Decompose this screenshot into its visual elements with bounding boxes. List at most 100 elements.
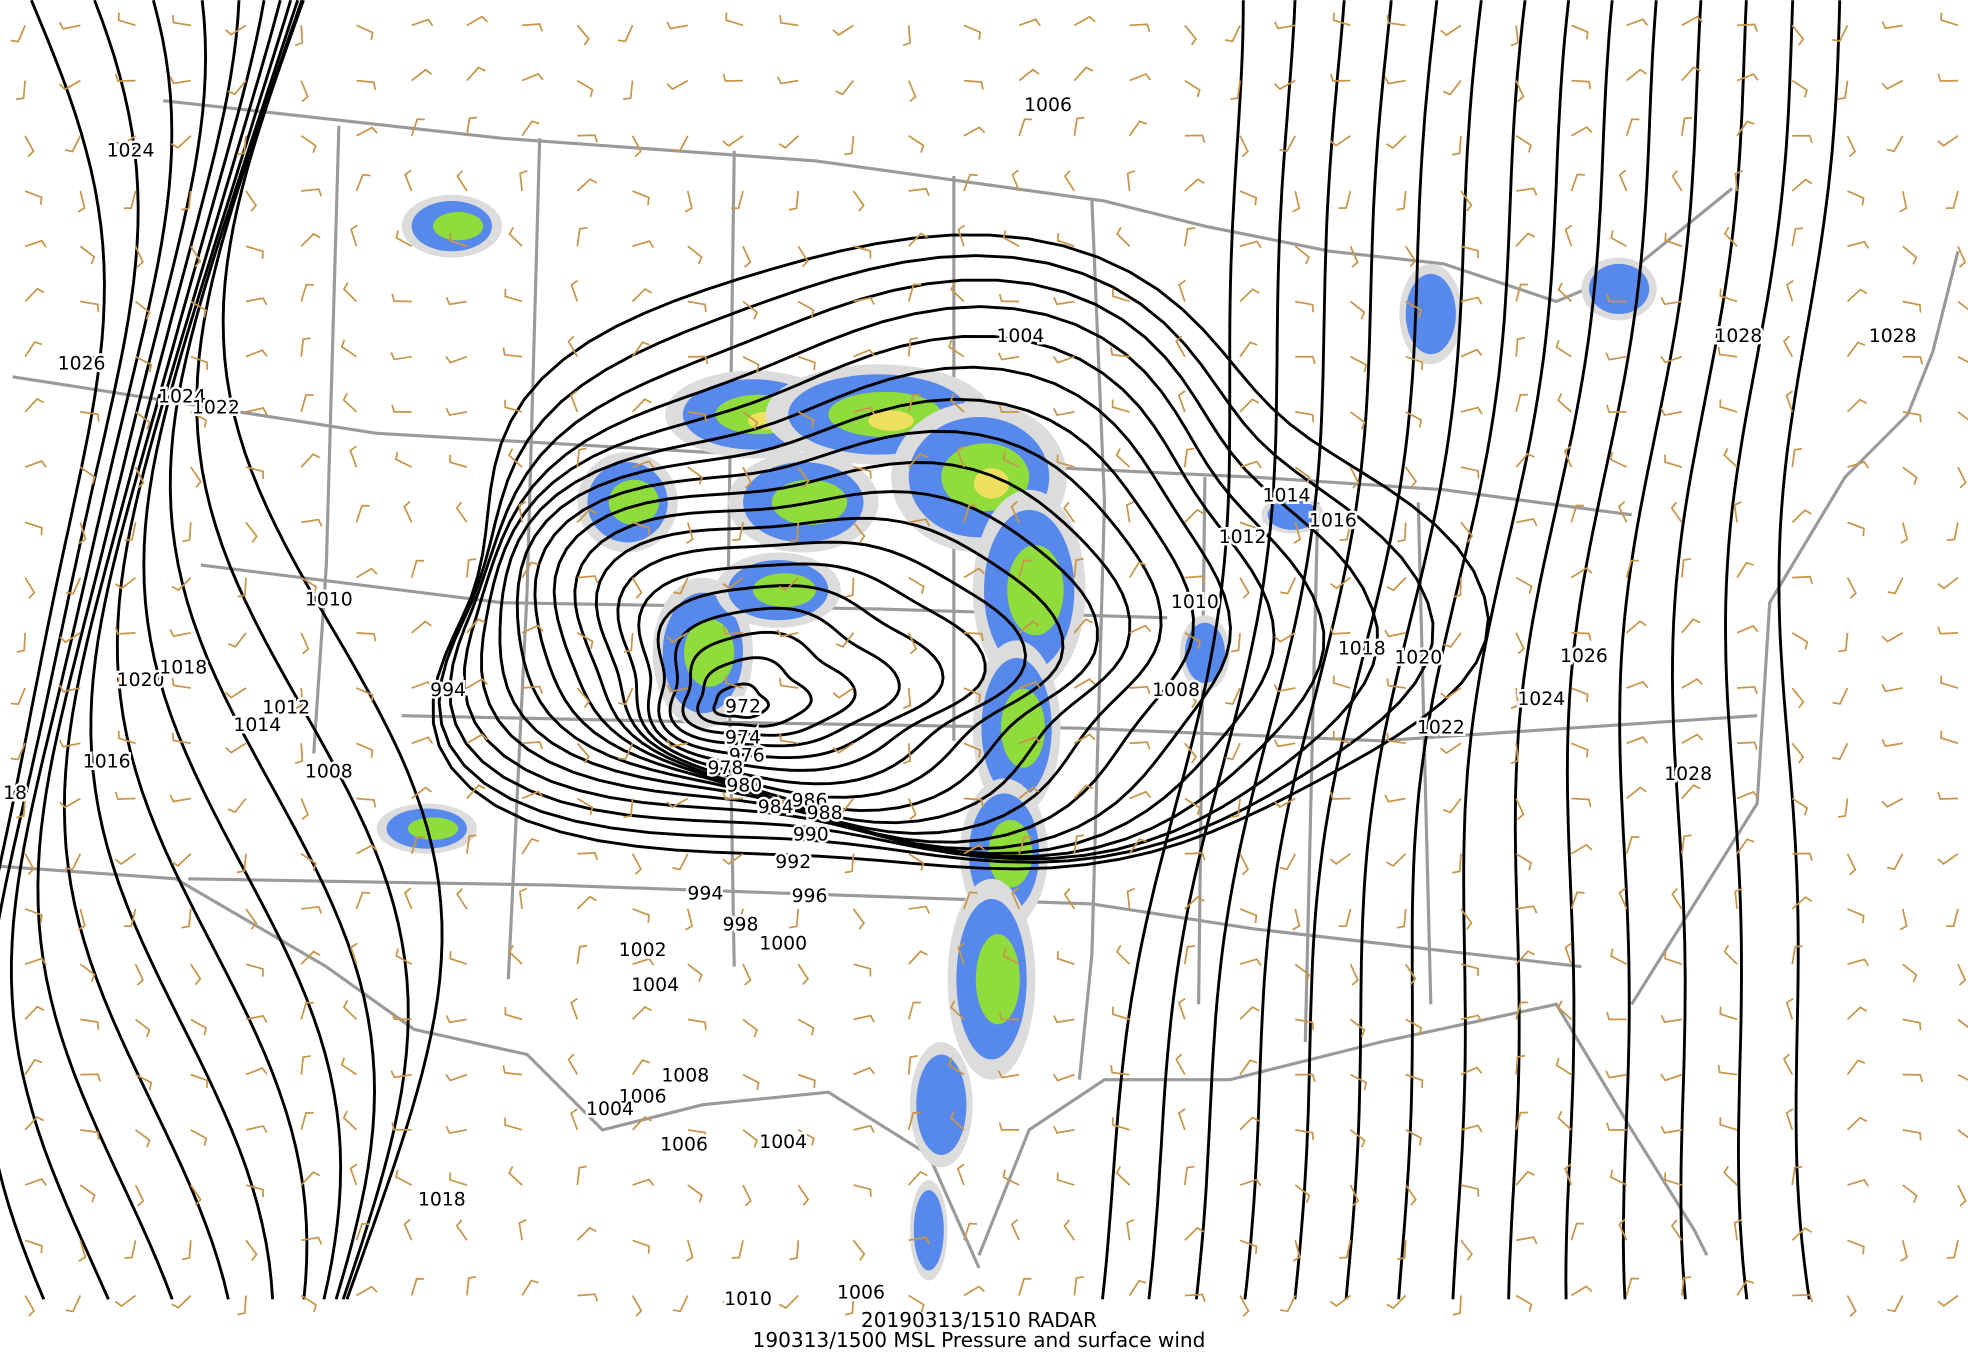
wind-barb [1737,23,1758,32]
wind-barb [356,742,374,758]
wind-barb [1946,1240,1959,1259]
wind-barb [1837,80,1849,100]
wind-barb [1129,624,1152,634]
wind-barb [169,629,191,638]
wind-barb [1460,963,1480,977]
wind-barb [1515,950,1536,965]
wind-barb [1902,963,1918,983]
wind-barb [115,576,137,590]
isobar-label: 1022 [192,398,240,419]
wind-barb [114,853,137,866]
wind-barb [1660,1125,1682,1134]
isobar-label: 974 [725,728,761,749]
isobar-label: 18 [3,783,27,804]
isobar-label: 1000 [759,934,807,955]
wind-barb [1937,626,1959,635]
wind-barb [666,79,689,91]
wind-barb [1056,951,1075,965]
wind-barb [181,908,192,929]
wind-barb [123,190,137,210]
wind-barb [300,1171,321,1186]
wind-barb [1018,559,1032,578]
wind-barb [1736,790,1759,800]
wind-barb [16,632,26,653]
wind-barb [1887,1295,1904,1313]
wind-barb [908,135,925,153]
wind-barb [998,1122,1020,1131]
wind-barb [456,888,468,910]
wind-barb [1792,852,1813,861]
wind-barb [576,508,597,523]
wind-barb [1957,411,1968,421]
wind-barb [907,80,917,103]
wind-barb [1510,25,1519,47]
wind-barb [24,190,43,205]
wind-barb [1339,522,1352,541]
wind-barb [797,300,815,318]
wind-barb [577,851,599,861]
wind-barb [687,963,703,983]
wind-barb [778,1294,799,1310]
wind-barb [123,908,137,928]
wind-barb [24,340,43,358]
wind-barb [1515,576,1533,594]
wind-barb [300,394,314,413]
wind-barb [502,347,523,358]
wind-barb [1126,169,1136,192]
wind-barb [1280,1295,1297,1313]
wind-barb [576,687,590,709]
wind-barb [1557,393,1572,413]
wind-barb [300,1055,311,1075]
wind-barb [687,1128,707,1141]
wind-barb [181,190,192,211]
isobar-label: 996 [792,886,828,907]
wind-barb [908,187,930,197]
wind-barb [1018,620,1040,634]
wind-barb [171,14,191,27]
isobar-label: 1002 [619,940,667,961]
wind-barb [908,232,928,247]
wind-barb [1957,1018,1968,1029]
wind-barb [1670,501,1683,523]
wind-barb [1570,891,1585,910]
wind-barb [1349,466,1360,489]
wind-barb [1681,618,1701,634]
radar-echo [975,934,1020,1025]
wind-barb [1184,895,1205,910]
wind-barb [1018,786,1040,800]
wind-barb [355,1222,370,1241]
wind-barb [666,797,689,809]
wind-barb [390,1070,412,1079]
wind-barb [1111,1006,1130,1021]
wind-barb [949,1110,965,1131]
wind-barb [245,1184,264,1198]
wind-barb [1564,1163,1573,1186]
wind-barb [356,844,378,855]
wind-barb [1881,21,1903,30]
wind-barb [350,942,358,965]
wind-barb [1785,390,1794,413]
wind-barb [1782,1053,1794,1076]
wind-barb [1846,1116,1868,1131]
wind-barb [1515,1111,1528,1131]
wind-barb [1239,958,1262,967]
wind-barb [1555,339,1572,358]
isobar-label: 1012 [1219,527,1267,548]
wind-barb [778,135,799,149]
wind-barb [1052,407,1075,417]
wind-barb [1279,135,1297,153]
wind-barb [190,466,202,488]
wind-barb [632,1178,655,1187]
wind-barb [908,518,931,527]
wind-barb [1791,632,1809,650]
wind-barb [466,558,477,578]
wind-barb [245,349,268,358]
isobar [168,0,376,1300]
wind-barb [1570,173,1585,192]
wind-barb [631,398,652,413]
wind-barb [245,1014,268,1023]
wind-barb [190,245,202,268]
wind-barb [731,190,744,210]
wind-barb [1442,797,1462,814]
isobar [1147,0,1297,1300]
